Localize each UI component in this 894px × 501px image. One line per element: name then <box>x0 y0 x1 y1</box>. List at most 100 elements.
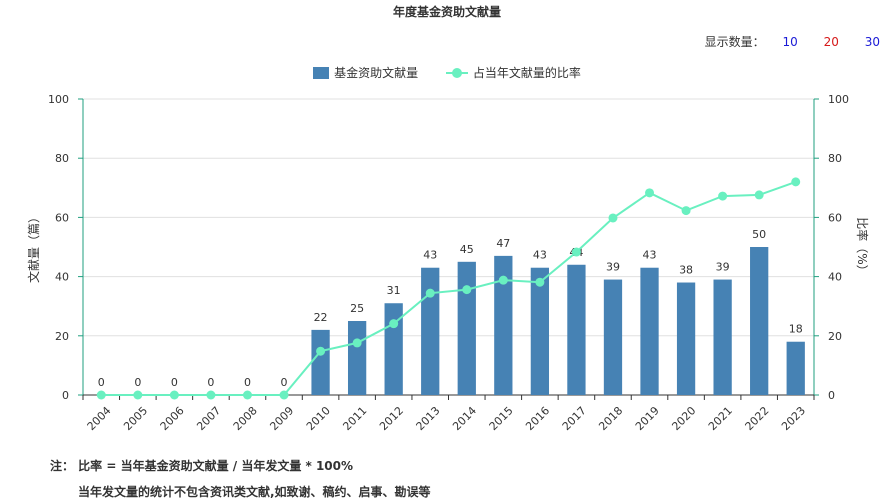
bar[interactable] <box>786 341 805 395</box>
x-tick-label: 2013 <box>414 404 443 433</box>
bar-data-label: 47 <box>496 237 510 250</box>
axes <box>78 98 819 400</box>
y-tick-label: 60 <box>55 211 69 224</box>
footnote-line-1: 注： 比率 = 当年基金资助文献量 / 当年发文量 * 100% <box>50 459 354 473</box>
bar-data-label: 25 <box>350 302 364 315</box>
bar[interactable] <box>567 264 586 395</box>
ratio-point[interactable] <box>608 213 618 223</box>
count-selector-label: 显示数量： <box>704 35 765 49</box>
bar[interactable] <box>750 247 769 395</box>
ratio-point[interactable] <box>279 390 289 400</box>
y2-axis-title: 比率（%） <box>855 217 870 276</box>
ratio-point[interactable] <box>718 191 728 201</box>
legend-line-label: 占当年文献量的比率 <box>472 66 581 80</box>
bar[interactable] <box>640 267 659 395</box>
bar-data-label: 38 <box>679 264 693 277</box>
ratio-point[interactable] <box>462 285 472 295</box>
bar-data-label: 0 <box>207 376 214 389</box>
count-option-20[interactable]: 20 <box>823 35 839 49</box>
ratio-point[interactable] <box>352 338 362 348</box>
bar[interactable] <box>384 303 403 395</box>
bar-data-label: 0 <box>98 376 105 389</box>
bar-data-label: 0 <box>134 376 141 389</box>
x-tick-label: 2005 <box>121 404 150 433</box>
bar[interactable] <box>457 261 476 395</box>
x-tick-label: 2023 <box>779 404 808 433</box>
bar-data-label: 0 <box>171 376 178 389</box>
ratio-point[interactable] <box>96 390 106 400</box>
bar[interactable] <box>494 255 513 395</box>
x-tick-label: 2015 <box>487 404 516 433</box>
x-tick-label: 2022 <box>743 404 772 433</box>
ratio-point[interactable] <box>571 247 581 257</box>
bar-labels: 0000002225314345474344394338395018 <box>98 228 803 389</box>
y-tick-label: 0 <box>62 389 69 402</box>
chart-legend: 基金资助文献量 占当年文献量的比率 <box>0 64 894 82</box>
x-tick-label: 2020 <box>669 404 698 433</box>
bar[interactable] <box>530 267 550 395</box>
ratio-point[interactable] <box>242 390 252 400</box>
bar[interactable] <box>713 279 732 395</box>
y-tick-label: 40 <box>55 271 69 284</box>
y2-tick-label: 20 <box>828 330 842 343</box>
x-tick-label: 2009 <box>267 404 296 433</box>
ratio-point[interactable] <box>169 390 179 400</box>
x-tick-label: 2011 <box>340 404 369 433</box>
legend-line-swatch <box>445 67 468 79</box>
y-tick-label: 100 <box>48 93 69 106</box>
x-tick-label: 2004 <box>85 404 114 433</box>
x-tick-label: 2019 <box>633 404 662 433</box>
y2-tick-label: 60 <box>828 211 842 224</box>
ratio-point[interactable] <box>206 390 216 400</box>
bar[interactable] <box>421 267 440 395</box>
x-tick-label: 2016 <box>523 404 552 433</box>
x-tick-label: 2017 <box>560 404 589 433</box>
ratio-point[interactable] <box>425 288 435 298</box>
y-tick-label: 80 <box>55 152 69 165</box>
ratio-point[interactable] <box>645 188 655 198</box>
ratio-point[interactable] <box>681 206 691 216</box>
bar-data-label: 45 <box>460 243 474 256</box>
bar[interactable] <box>347 321 367 395</box>
x-tick-label: 2010 <box>304 404 333 433</box>
legend-item-bar[interactable]: 基金资助文献量 <box>313 64 418 81</box>
x-tick-label: 2021 <box>706 404 735 433</box>
footnote-line-2: 当年发文量的统计不包含资讯类文献,如致谢、稿约、启事、勘误等 <box>78 485 431 499</box>
ratio-point[interactable] <box>389 319 399 329</box>
y2-tick-label: 40 <box>828 271 842 284</box>
x-tick-label: 2006 <box>158 404 187 433</box>
grid-lines <box>83 98 814 337</box>
bars <box>311 247 805 395</box>
count-selector: 显示数量： 10 20 30 <box>699 33 880 50</box>
ratio-point[interactable] <box>133 390 143 400</box>
ratio-point[interactable] <box>535 277 545 287</box>
count-option-30[interactable]: 30 <box>864 35 880 49</box>
legend-bar-swatch <box>313 66 330 79</box>
ratio-point[interactable] <box>791 177 801 187</box>
y-tick-label: 20 <box>55 330 69 343</box>
bar-data-label: 43 <box>533 249 547 262</box>
x-tick-label: 2014 <box>450 404 479 433</box>
y2-tick-label: 0 <box>828 389 835 402</box>
bar-data-label: 39 <box>606 261 620 274</box>
x-tick-label: 2008 <box>231 404 260 433</box>
legend-item-line[interactable]: 占当年文献量的比率 <box>445 64 581 81</box>
bar-data-label: 18 <box>789 323 803 336</box>
bar-data-label: 43 <box>643 249 657 262</box>
x-tick-label: 2007 <box>194 404 223 433</box>
ratio-point[interactable] <box>754 190 764 200</box>
y2-tick-label: 80 <box>828 152 842 165</box>
bar-data-label: 50 <box>752 228 766 241</box>
count-option-10[interactable]: 10 <box>782 35 798 49</box>
bar[interactable] <box>676 282 696 395</box>
bar[interactable] <box>603 279 623 395</box>
chart-title: 年度基金资助文献量 <box>392 5 501 19</box>
x-tick-label: 2018 <box>596 404 625 433</box>
bar-data-label: 0 <box>244 376 251 389</box>
ratio-line <box>96 177 801 400</box>
y2-tick-label: 100 <box>828 93 849 106</box>
ratio-point[interactable] <box>498 275 508 285</box>
footnote: 注： 比率 = 当年基金资助文献量 / 当年发文量 * 100% 当年发文量的统… <box>50 457 431 500</box>
bar[interactable] <box>311 329 330 395</box>
ratio-point[interactable] <box>316 346 326 356</box>
